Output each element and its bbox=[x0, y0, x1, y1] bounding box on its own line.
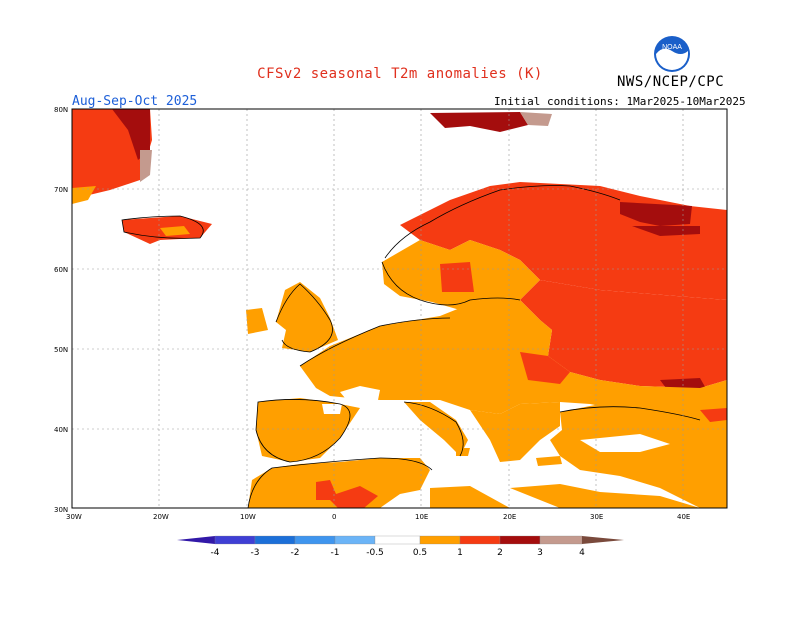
colorbar-segment bbox=[459, 535, 501, 545]
colorbar-label: 3 bbox=[537, 548, 543, 558]
region-north-africa bbox=[248, 458, 430, 508]
lon-label: 40E bbox=[677, 513, 690, 521]
colorbar-label: -3 bbox=[251, 548, 260, 558]
colorbar-label: 1 bbox=[457, 548, 463, 558]
region-eastern-europe-russia bbox=[520, 280, 727, 388]
colorbar-segment bbox=[419, 535, 461, 545]
coastlines bbox=[121, 185, 701, 508]
colorbar-label: 0.5 bbox=[413, 548, 427, 558]
region-greenland-east bbox=[112, 109, 150, 160]
map-canvas bbox=[72, 109, 727, 508]
colorbar-segment bbox=[582, 536, 624, 544]
lat-label: 70N bbox=[54, 186, 68, 194]
lon-label: 30E bbox=[590, 513, 603, 521]
colorbar-segment bbox=[177, 536, 215, 544]
colorbar-segment bbox=[214, 535, 256, 545]
colorbar-label: -4 bbox=[211, 548, 220, 558]
colorbar-label: -0.5 bbox=[366, 548, 384, 558]
map-frame bbox=[71, 108, 728, 509]
colorbar-label: -2 bbox=[291, 548, 300, 558]
lon-label: 30W bbox=[66, 513, 82, 521]
colorbar-label: -1 bbox=[331, 548, 340, 558]
colorbar-segment bbox=[334, 535, 376, 545]
agency-label: NWS/NCEP/CPC bbox=[617, 74, 725, 90]
region-british-isles bbox=[276, 282, 338, 352]
colorbar-segment bbox=[254, 535, 296, 545]
graticule bbox=[72, 109, 727, 508]
lat-label: 60N bbox=[54, 266, 68, 274]
lat-label: 30N bbox=[54, 506, 68, 514]
colorbar-segment bbox=[499, 535, 541, 545]
region-russia-arctic-coast bbox=[620, 202, 692, 226]
colorbar-segment bbox=[374, 535, 421, 545]
region-svalbard bbox=[430, 112, 528, 132]
lon-label: 0 bbox=[332, 513, 336, 521]
colorbar: -4 -3 -2 -1 -0.5 0.5 1 2 3 4 bbox=[177, 535, 624, 558]
forecast-period: Aug-Sep-Oct 2025 bbox=[72, 94, 198, 109]
colorbar-segment bbox=[539, 535, 583, 545]
noaa-logo: NOAA bbox=[653, 35, 691, 73]
lat-label: 40N bbox=[54, 426, 68, 434]
longitude-labels: 30W 20W 10W 0 10E 20E 30E 40E bbox=[66, 513, 690, 521]
region-italy bbox=[404, 402, 468, 456]
latitude-labels: 80N 70N 60N 50N 40N 30N bbox=[54, 106, 68, 514]
colorbar-label: 4 bbox=[579, 548, 585, 558]
lat-label: 80N bbox=[54, 106, 68, 114]
colorbar-label: 2 bbox=[497, 548, 503, 558]
logo-text: NOAA bbox=[662, 44, 682, 51]
lon-label: 20W bbox=[153, 513, 169, 521]
lon-label: 10W bbox=[240, 513, 256, 521]
colorbar-segment bbox=[294, 535, 336, 545]
region-greenland-west-edge bbox=[72, 186, 96, 204]
lat-label: 50N bbox=[54, 346, 68, 354]
lon-label: 10E bbox=[415, 513, 428, 521]
initial-conditions: Initial conditions: 1Mar2025-10Mar2025 bbox=[494, 95, 746, 108]
region-central-europe bbox=[300, 300, 727, 420]
lon-label: 20E bbox=[503, 513, 516, 521]
map-title: CFSv2 seasonal T2m anomalies (K) bbox=[257, 66, 543, 82]
region-balkans bbox=[470, 402, 560, 462]
